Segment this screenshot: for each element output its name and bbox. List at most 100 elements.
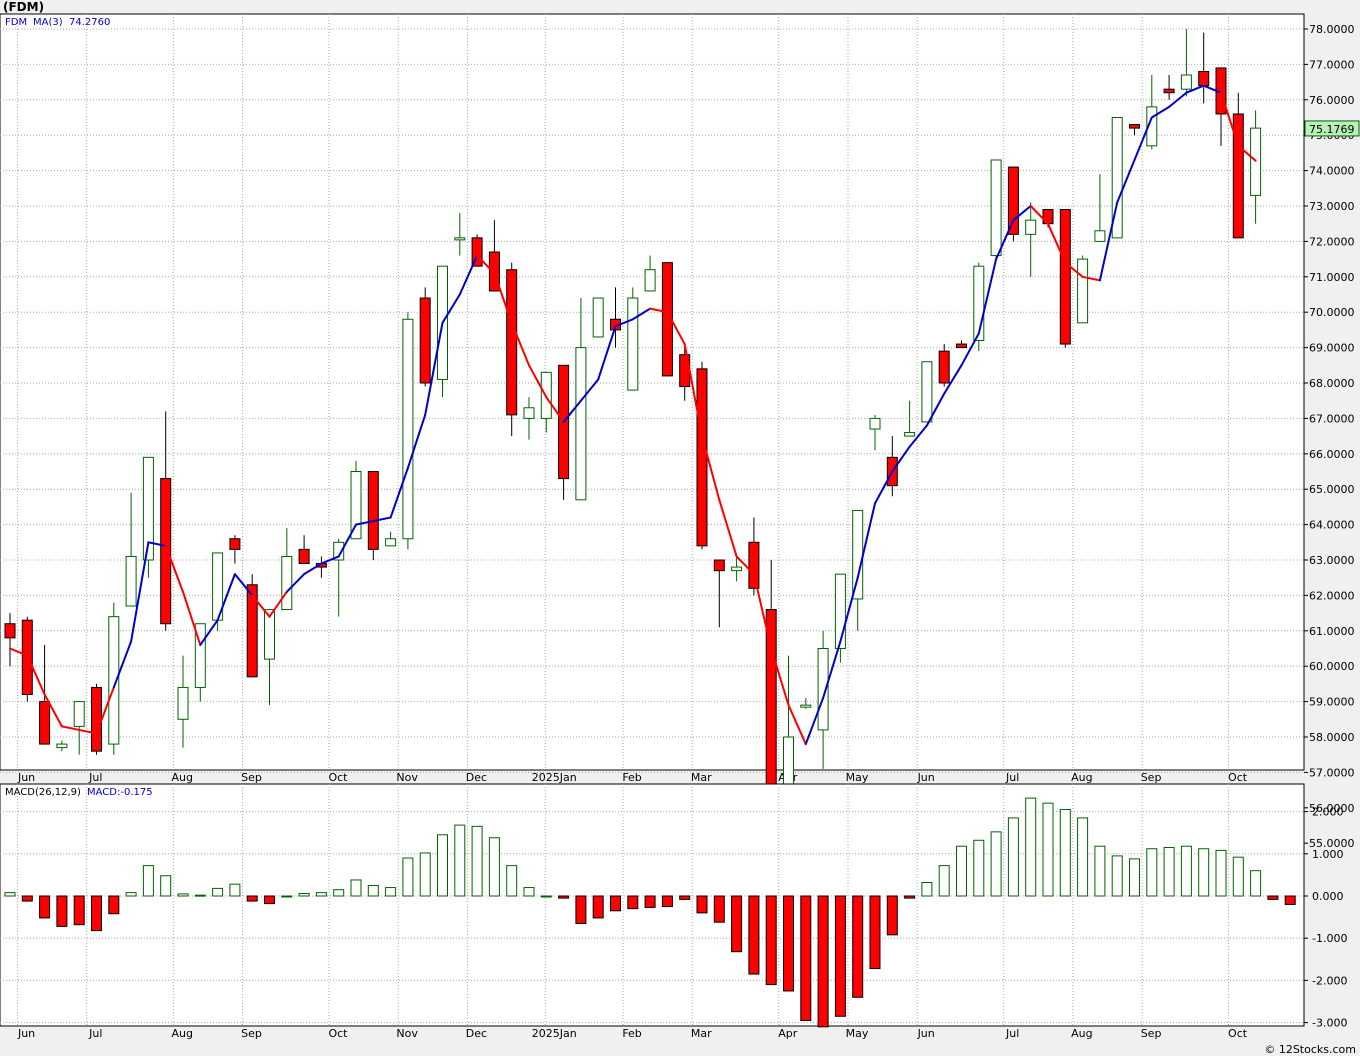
macd-bar (886, 895, 898, 936)
ma-line-segment (614, 318, 634, 328)
macd-bar (904, 895, 916, 899)
ma-line-segment (1098, 201, 1119, 282)
ma-line-segment (164, 544, 184, 593)
macd-bar (713, 895, 725, 923)
macd-bar (1129, 858, 1140, 897)
candle-body (298, 548, 310, 565)
macd-bar (1042, 802, 1054, 897)
macd-bar (437, 834, 448, 897)
macd-bar (385, 887, 397, 897)
macd-bar (1250, 870, 1262, 897)
price-y-tick-label: 70.0000 (1309, 306, 1355, 319)
price-y-tick-label: 68.0000 (1309, 377, 1355, 390)
ma-line-segment (285, 573, 306, 593)
macd-bar (817, 895, 829, 1028)
candle-body (990, 159, 1002, 257)
macd-bar (956, 845, 967, 897)
ma-line-segment (977, 258, 998, 335)
candle-body (1146, 106, 1158, 147)
ma-line-segment (1168, 91, 1188, 108)
macd-y-tick-label: -1.000 (1312, 932, 1347, 945)
macd-bar (1094, 845, 1106, 897)
candle-body (246, 584, 258, 678)
ma-line-segment (510, 321, 530, 367)
macd-bar (973, 839, 985, 897)
ma-line-segment (1185, 84, 1205, 94)
ma-line-segment (1012, 205, 1032, 222)
macd-bar (419, 852, 431, 897)
ma-line-segment (303, 562, 323, 576)
macd-bar (748, 895, 760, 975)
candle-body (731, 566, 743, 572)
price-y-tick-label: 78.0000 (1309, 23, 1355, 36)
macd-bar (1163, 846, 1175, 897)
macd-bar (56, 895, 68, 927)
price-x-tick-label: Sep (241, 771, 262, 784)
candle-body (644, 269, 656, 292)
macd-bar (367, 884, 379, 897)
macd-bar (298, 892, 310, 897)
macd-bar (315, 892, 327, 897)
candle-body (1111, 117, 1123, 239)
price-x-tick-label: Feb (622, 771, 641, 784)
ma-line-segment (752, 573, 773, 650)
ma-line-segment (268, 590, 288, 618)
macd-bar (679, 895, 691, 900)
macd-bar (1146, 848, 1158, 897)
macd-bar (1007, 817, 1019, 897)
price-x-tick-label: Dec (466, 771, 487, 784)
macd-bar (1198, 848, 1210, 897)
price-x-tick-label: Oct (1228, 771, 1248, 784)
candle-body (281, 555, 293, 611)
ma-line-segment (337, 523, 357, 558)
candle-body (748, 541, 760, 589)
macd-y-tick-label: 2.000 (1312, 806, 1344, 819)
candle-body (4, 623, 16, 639)
candle-body (1129, 124, 1140, 129)
macd-bar (142, 865, 154, 897)
ma-line-segment (389, 466, 409, 519)
ma-line-segment (787, 704, 807, 746)
candle-body (506, 269, 518, 416)
macd-bar (177, 893, 189, 897)
candle-body (713, 559, 725, 572)
ma-line-segment (95, 686, 115, 735)
candle-body (1042, 209, 1054, 225)
ma-line-segment (233, 573, 254, 597)
candle-body (973, 265, 985, 342)
macd-x-tick-label: Mar (691, 1027, 712, 1040)
macd-bar (194, 894, 206, 897)
macd-x-tick-label: Dec (466, 1027, 487, 1040)
ma-line-segment (1116, 158, 1136, 204)
ma-line-segment (874, 470, 894, 505)
candle-body (142, 456, 154, 561)
ma-line-segment (458, 254, 479, 296)
candle-body (869, 417, 881, 430)
price-x-tick-label: Jul (1005, 771, 1019, 784)
price-x-tick-label: Oct (328, 771, 348, 784)
macd-bar (350, 879, 362, 897)
ma-line-segment (839, 576, 859, 643)
macd-x-tick-label: Jul (88, 1027, 102, 1040)
price-legend-ma-label: MA(3) (33, 17, 63, 28)
candle-body (575, 347, 587, 501)
macd-bar (644, 895, 656, 908)
macd-bar (1111, 855, 1123, 897)
ma-line-segment (26, 654, 46, 696)
candle-body (385, 538, 397, 547)
ma-line-segment (718, 498, 738, 558)
price-legend-ma-value: 74.2760 (69, 17, 110, 28)
credit-text: © 12Stocks.com (1264, 1043, 1356, 1056)
macd-x-tick-label: 2025Jan (532, 1027, 577, 1040)
ma-line-segment (770, 647, 790, 707)
ma-line-segment (1237, 144, 1257, 162)
ma-line-segment (597, 325, 617, 381)
candle-body (921, 361, 933, 423)
candle-body (402, 318, 414, 540)
macd-bar (91, 895, 102, 932)
macd-bar (731, 895, 743, 953)
ma-line-segment (9, 647, 29, 657)
macd-x-tick-label: Jul (1005, 1027, 1019, 1040)
candle-body (488, 251, 500, 292)
macd-x-tick-label: Oct (1228, 1027, 1248, 1040)
